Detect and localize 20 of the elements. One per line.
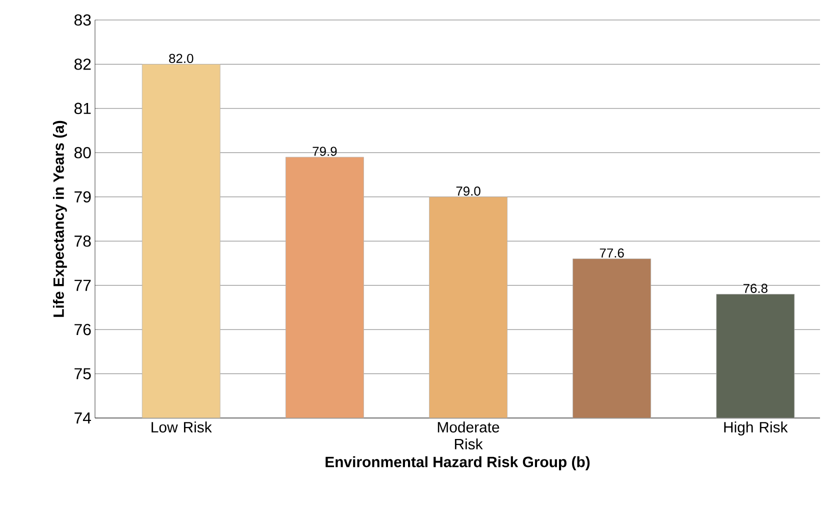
x-axis-title: Environmental Hazard Risk Group (b) [326,456,590,470]
y-tick-label: 81 [74,102,91,114]
y-tick-label: 78 [74,235,91,247]
y-tick-label: 82 [74,58,91,70]
data-label: 79.9 [312,146,337,156]
y-tick-label: 77 [74,280,91,291]
y-tick-label: 83 [74,14,91,26]
y-tick-label: 80 [74,147,91,158]
x-tick-label: Low Risk [152,422,212,432]
data-label: 79.0 [456,186,480,196]
y-tick-label: 74 [74,412,92,424]
x-tick-label: High Risk [724,422,788,436]
data-label: 77.6 [600,248,624,258]
y-tick-label: 76 [74,324,91,336]
x-tick-label: Moderate Risk [438,422,500,450]
y-tick-label: 79 [74,191,91,203]
data-label: 82.0 [169,54,194,64]
y-tick-label: 75 [74,368,91,380]
y-axis-title: Life Expectancy in Years (a) [52,120,67,317]
data-label: 76.8 [743,284,768,293]
